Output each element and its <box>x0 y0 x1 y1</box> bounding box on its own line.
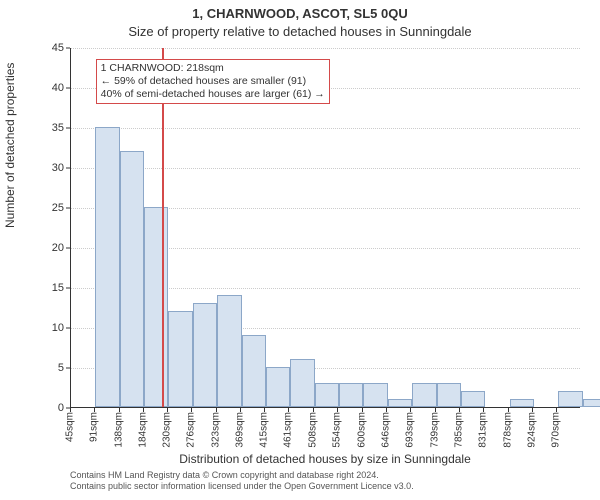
ytick-mark <box>66 128 70 129</box>
histogram-bar <box>437 383 461 407</box>
xtick-label: 276sqm <box>186 412 197 448</box>
footer-line-1: Contains HM Land Registry data © Crown c… <box>70 470 580 481</box>
ytick-mark <box>66 48 70 49</box>
ytick-mark <box>66 288 70 289</box>
xtick-label: 554sqm <box>332 412 343 448</box>
ytick-label: 40 <box>34 82 64 94</box>
histogram-bar <box>144 207 168 407</box>
histogram-bar <box>193 303 217 407</box>
histogram-bar <box>510 399 534 407</box>
histogram-bar <box>558 391 582 407</box>
histogram-bar <box>217 295 241 407</box>
ytick-label: 10 <box>34 322 64 334</box>
ytick-label: 30 <box>34 162 64 174</box>
y-axis-label: Number of detached properties <box>3 63 17 228</box>
xtick-label: 45sqm <box>65 412 76 442</box>
ytick-mark <box>66 168 70 169</box>
histogram-bar <box>339 383 363 407</box>
histogram-bar <box>363 383 387 407</box>
footer-line-2: Contains public sector information licen… <box>70 481 580 492</box>
x-axis-label: Distribution of detached houses by size … <box>70 452 580 466</box>
xtick-label: 600sqm <box>356 412 367 448</box>
annotation-box: 1 CHARNWOOD: 218sqm ← 59% of detached ho… <box>96 59 330 104</box>
ytick-label: 45 <box>34 42 64 54</box>
ytick-label: 35 <box>34 122 64 134</box>
chart-title-2: Size of property relative to detached ho… <box>0 24 600 39</box>
xtick-label: 138sqm <box>113 412 124 448</box>
histogram-bar <box>388 399 412 407</box>
ytick-label: 5 <box>34 362 64 374</box>
ytick-label: 25 <box>34 202 64 214</box>
gridline <box>71 168 580 169</box>
histogram-bar <box>583 399 600 407</box>
ytick-mark <box>66 368 70 369</box>
xtick-label: 785sqm <box>453 412 464 448</box>
histogram-bar <box>95 127 119 407</box>
histogram-bar <box>120 151 144 407</box>
chart-title-1: 1, CHARNWOOD, ASCOT, SL5 0QU <box>0 6 600 21</box>
histogram-bar <box>242 335 266 407</box>
xtick-label: 693sqm <box>405 412 416 448</box>
annotation-line-1: 1 CHARNWOOD: 218sqm <box>101 62 325 75</box>
gridline <box>71 48 580 49</box>
histogram-bar <box>315 383 339 407</box>
xtick-label: 369sqm <box>235 412 246 448</box>
xtick-label: 646sqm <box>380 412 391 448</box>
xtick-label: 970sqm <box>550 412 561 448</box>
xtick-label: 508sqm <box>308 412 319 448</box>
ytick-mark <box>66 248 70 249</box>
histogram-bar <box>168 311 192 407</box>
xtick-label: 739sqm <box>429 412 440 448</box>
xtick-label: 323sqm <box>211 412 222 448</box>
ytick-label: 0 <box>34 402 64 414</box>
xtick-label: 924sqm <box>526 412 537 448</box>
footer: Contains HM Land Registry data © Crown c… <box>70 470 580 492</box>
xtick-label: 831sqm <box>477 412 488 448</box>
xtick-label: 878sqm <box>502 412 513 448</box>
xtick-label: 461sqm <box>283 412 294 448</box>
histogram-bar <box>266 367 290 407</box>
plot-area: 1 CHARNWOOD: 218sqm ← 59% of detached ho… <box>70 48 580 408</box>
ytick-mark <box>66 88 70 89</box>
ytick-mark <box>66 208 70 209</box>
gridline <box>71 128 580 129</box>
ytick-label: 20 <box>34 242 64 254</box>
xtick-label: 184sqm <box>138 412 149 448</box>
chart-container: 1, CHARNWOOD, ASCOT, SL5 0QU Size of pro… <box>0 0 600 500</box>
histogram-bar <box>290 359 314 407</box>
annotation-line-3: 40% of semi-detached houses are larger (… <box>101 88 325 101</box>
ytick-mark <box>66 328 70 329</box>
xtick-label: 415sqm <box>259 412 270 448</box>
xtick-label: 230sqm <box>162 412 173 448</box>
ytick-label: 15 <box>34 282 64 294</box>
histogram-bar <box>461 391 485 407</box>
xtick-label: 91sqm <box>89 412 100 442</box>
annotation-line-2: ← 59% of detached houses are smaller (91… <box>101 75 325 88</box>
histogram-bar <box>412 383 436 407</box>
